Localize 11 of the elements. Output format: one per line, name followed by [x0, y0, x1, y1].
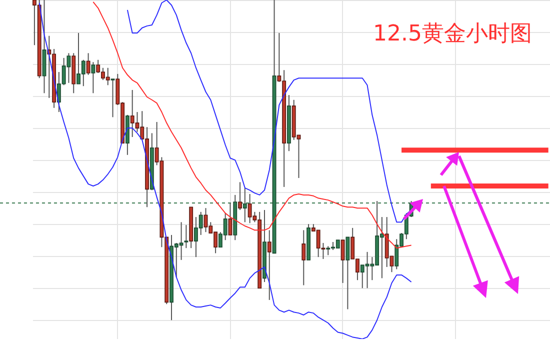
candlestick [238, 182, 242, 210]
candlestick [86, 52, 90, 76]
candlestick [267, 230, 272, 300]
candlestick [228, 202, 232, 236]
candlestick [346, 236, 350, 310]
candlestick [302, 230, 306, 286]
text: 12.5黄金小时图 [373, 22, 532, 46]
candlestick [184, 224, 188, 249]
candlestick [340, 240, 345, 284]
candlestick [110, 78, 115, 118]
candlestick [91, 62, 96, 94]
